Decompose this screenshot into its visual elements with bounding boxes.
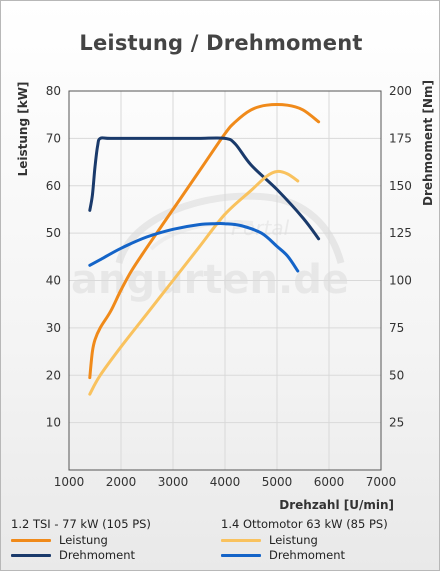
y-left-tick-label: 70: [46, 131, 61, 145]
y-right-tick-label: 50: [389, 368, 404, 382]
series-line-tsi-drehmoment: [88, 136, 321, 241]
y-right-tick-label: 150: [389, 179, 412, 193]
plot-frame: [68, 90, 382, 471]
series-line-otto-drehmoment: [88, 221, 300, 273]
x-tick-label: 5000: [262, 475, 293, 489]
x-tick-label: 1000: [54, 475, 85, 489]
watermark-logo: Portal angurten.de: [71, 192, 349, 303]
x-tick-label: 7000: [366, 475, 397, 489]
y-left-tick-label: 60: [46, 179, 61, 193]
legend-group-tsi: 1.2 TSI - 77 kW (105 PS) Leistung Drehmo…: [11, 516, 211, 563]
chart-svg: Portal angurten.de 1000 2000 3000 4000 5000 6…: [16, 80, 435, 512]
y-right-tick-label: 175: [389, 131, 412, 145]
legend-item: Leistung: [11, 533, 211, 548]
x-tick-label: 3000: [158, 475, 189, 489]
legend-swatch: [221, 539, 261, 542]
legend-swatch: [11, 554, 51, 557]
x-tick-label: 2000: [106, 475, 137, 489]
y-right-tick-label: 100: [389, 274, 412, 288]
x-axis-label: Drehzahl [U/min]: [279, 498, 394, 512]
y-axis-left-label: Leistung [kW]: [16, 82, 30, 177]
tick-labels: 1000 2000 3000 4000 5000 6000 7000 10 20 30 40 50 60…: [46, 84, 412, 489]
legend-group-title: 1.2 TSI - 77 kW (105 PS): [11, 517, 151, 531]
legend-item: Drehmoment: [221, 548, 431, 563]
legend: 1.2 TSI - 77 kW (105 PS) Leistung Drehmo…: [1, 516, 439, 570]
series-layer: [88, 103, 321, 396]
series-line-otto-leistung: [88, 169, 300, 396]
watermark-text-top: Portal: [231, 216, 290, 240]
legend-item-label: Drehmoment: [269, 548, 346, 562]
x-tick-label: 4000: [210, 475, 241, 489]
y-left-tick-label: 80: [46, 84, 61, 98]
y-left-tick-label: 30: [46, 321, 61, 335]
legend-swatch: [221, 554, 261, 557]
chart-title: Leistung / Drehmoment: [79, 31, 363, 55]
y-right-tick-label: 25: [389, 416, 404, 430]
legend-group-otto: 1.4 Ottomotor 63 kW (85 PS) Leistung Dre…: [221, 516, 431, 563]
y-right-tick-label: 200: [389, 84, 412, 98]
y-axis-right-label: Drehmoment [Nm]: [421, 80, 435, 206]
y-right-tick-label: 125: [389, 226, 412, 240]
y-left-tick-label: 10: [46, 416, 61, 430]
legend-item-label: Drehmoment: [59, 548, 136, 562]
legend-item: Drehmoment: [11, 548, 211, 563]
x-tick-label: 6000: [314, 475, 345, 489]
y-right-tick-label: 75: [389, 321, 404, 335]
y-left-tick-label: 40: [46, 274, 61, 288]
legend-item: Leistung: [221, 533, 431, 548]
grid: [68, 90, 382, 470]
legend-item-label: Leistung: [269, 533, 318, 547]
series-line-tsi-leistung: [88, 103, 321, 380]
legend-group-title: 1.4 Ottomotor 63 kW (85 PS): [221, 517, 388, 531]
axes: [68, 90, 382, 471]
legend-item-label: Leistung: [59, 533, 108, 547]
y-left-tick-label: 50: [46, 226, 61, 240]
legend-swatch: [11, 539, 51, 542]
y-left-tick-label: 20: [46, 368, 61, 382]
